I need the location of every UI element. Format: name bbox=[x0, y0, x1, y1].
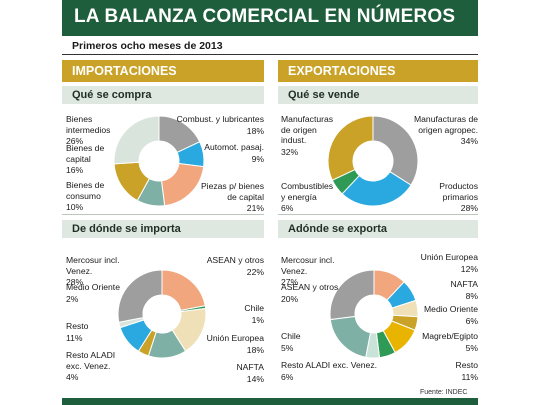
imports-what-title: Qué se compra bbox=[72, 89, 152, 101]
source-note: Fuente: INDEC bbox=[420, 389, 468, 396]
label-combustibles-energia: Combustibles y energía 6% bbox=[281, 181, 334, 213]
exports-destination-header: Adónde se exporta bbox=[278, 220, 478, 238]
label-export-mercosur: Mercosur incl. Venez. 27% bbox=[281, 255, 335, 287]
slice-manufacturas-de-origen-agropec bbox=[372, 115, 419, 186]
page-subtitle: Primeros ocho meses de 2013 bbox=[72, 40, 223, 52]
label-automotores-pasajeros: Automot. pasaj. 9% bbox=[204, 142, 264, 164]
slice-productos-primarios bbox=[341, 171, 412, 207]
imports-what-header: Qué se compra bbox=[62, 86, 264, 104]
slice-mercosur-incl-venez bbox=[329, 269, 375, 321]
label-import-asean: ASEAN y otros 22% bbox=[206, 255, 264, 277]
slice-bienes-intermedios bbox=[113, 115, 160, 165]
label-import-union-europea: Unión Europea 18% bbox=[206, 333, 264, 355]
label-export-union-europea: Unión Europea 12% bbox=[420, 252, 478, 274]
page-title: LA BALANZA COMERCIAL EN NÚMEROS bbox=[74, 6, 456, 27]
label-export-resto: Resto 11% bbox=[455, 360, 478, 382]
label-import-mercosur: Mercosur incl. Venez. 28% bbox=[66, 255, 120, 287]
imports-origin-header: De dónde se importa bbox=[62, 220, 264, 238]
label-export-nafta: NAFTA 8% bbox=[450, 279, 478, 301]
exports-destination-donut bbox=[329, 269, 419, 359]
panel-divider bbox=[278, 214, 478, 215]
label-export-chile: Chile 5% bbox=[281, 331, 301, 353]
exports-what-donut bbox=[327, 115, 419, 207]
exports-section-title: EXPORTACIONES bbox=[288, 64, 396, 78]
label-export-magreb-egipto: Magreb/Egipto 5% bbox=[422, 331, 478, 353]
panel-divider bbox=[62, 214, 264, 215]
imports-section-header: IMPORTACIONES bbox=[62, 60, 264, 82]
exports-section-header: EXPORTACIONES bbox=[278, 60, 478, 82]
label-manufacturas-origen-industrial: Manufacturas de origen indust. 32% bbox=[281, 114, 334, 157]
label-import-nafta: NAFTA 14% bbox=[236, 362, 264, 384]
title-bar: LA BALANZA COMERCIAL EN NÚMEROS bbox=[62, 0, 478, 36]
label-productos-primarios: Productos primarios 28% bbox=[439, 181, 478, 213]
exports-destination-title: Adónde se exporta bbox=[288, 223, 388, 235]
label-export-resto-aladi: Resto ALADI exc. Venez. 6% bbox=[281, 360, 378, 382]
label-export-asean: ASEAN y otros 20% bbox=[281, 282, 339, 304]
label-import-resto: Resto 11% bbox=[66, 321, 89, 343]
slice-mercosur-incl-venez bbox=[117, 269, 163, 323]
subtitle-divider bbox=[62, 54, 478, 55]
label-piezas-bienes-capital: Piezas p/ bienes de capital 21% bbox=[200, 181, 264, 213]
imports-origin-donut bbox=[117, 269, 207, 359]
bottom-bar bbox=[62, 398, 478, 405]
label-import-medio-oriente: Medio Oriente 2% bbox=[66, 282, 120, 304]
exports-what-title: Qué se vende bbox=[288, 89, 360, 101]
label-manufacturas-origen-agropecuario: Manufacturas de origen agropec. 34% bbox=[413, 114, 478, 146]
label-import-resto-aladi: Resto ALADI exc. Venez. 4% bbox=[66, 350, 116, 382]
imports-origin-title: De dónde se importa bbox=[72, 223, 181, 235]
label-bienes-de-consumo: Bienes de consumo 10% bbox=[66, 180, 105, 212]
label-import-chile: Chile 1% bbox=[244, 303, 264, 325]
exports-what-header: Qué se vende bbox=[278, 86, 478, 104]
label-bienes-de-capital: Bienes de capital 16% bbox=[66, 143, 105, 175]
slice-asean-y-otros bbox=[329, 315, 372, 358]
label-combustibles-lubricantes: Combust. y lubricantes 18% bbox=[176, 114, 264, 136]
imports-section-title: IMPORTACIONES bbox=[72, 64, 177, 78]
slice-manufacturas-de-origen-indust bbox=[327, 115, 374, 181]
label-export-medio-oriente: Medio Oriente 6% bbox=[424, 304, 478, 326]
label-bienes-intermedios: Bienes intermedios 26% bbox=[66, 114, 111, 146]
imports-what-donut bbox=[113, 115, 205, 207]
slice-piezas-p-bienes-de-capital bbox=[160, 162, 205, 207]
